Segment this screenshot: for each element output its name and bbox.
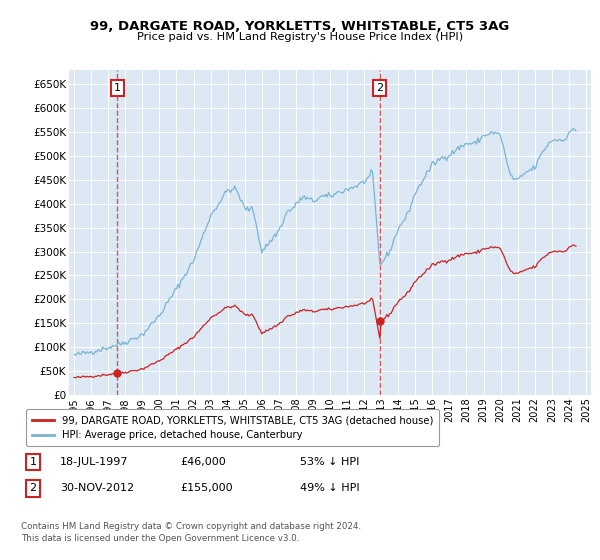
Text: Price paid vs. HM Land Registry's House Price Index (HPI): Price paid vs. HM Land Registry's House …	[137, 32, 463, 43]
Text: 49% ↓ HPI: 49% ↓ HPI	[300, 483, 359, 493]
Text: Contains HM Land Registry data © Crown copyright and database right 2024.
This d: Contains HM Land Registry data © Crown c…	[21, 522, 361, 543]
Text: 1: 1	[29, 457, 37, 467]
Text: 18-JUL-1997: 18-JUL-1997	[60, 457, 128, 467]
Legend: 99, DARGATE ROAD, YORKLETTS, WHITSTABLE, CT5 3AG (detached house), HPI: Average : 99, DARGATE ROAD, YORKLETTS, WHITSTABLE,…	[26, 409, 439, 446]
Text: £46,000: £46,000	[180, 457, 226, 467]
Text: 99, DARGATE ROAD, YORKLETTS, WHITSTABLE, CT5 3AG: 99, DARGATE ROAD, YORKLETTS, WHITSTABLE,…	[91, 20, 509, 32]
Text: £155,000: £155,000	[180, 483, 233, 493]
Text: 30-NOV-2012: 30-NOV-2012	[60, 483, 134, 493]
Text: 53% ↓ HPI: 53% ↓ HPI	[300, 457, 359, 467]
Text: 2: 2	[29, 483, 37, 493]
Text: 1: 1	[114, 83, 121, 93]
Text: 2: 2	[376, 83, 383, 93]
